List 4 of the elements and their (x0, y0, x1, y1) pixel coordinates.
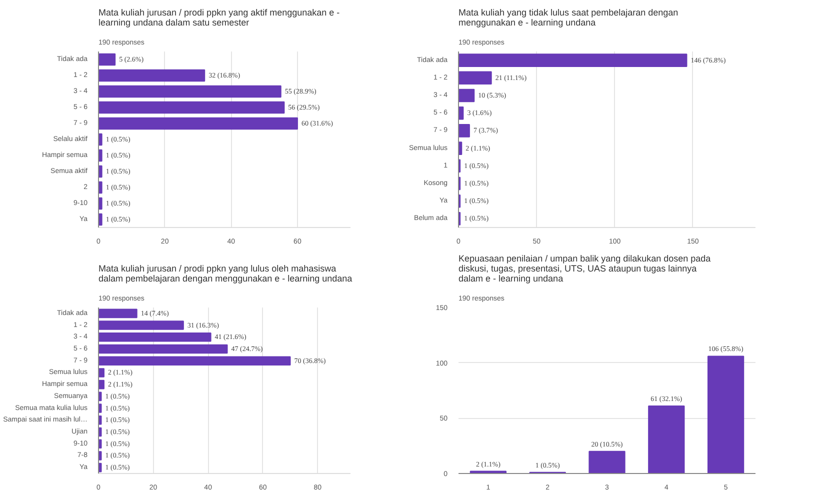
chart-title: Kepuasaan penilaian / umpan balik yang dilakukan dosen pada diskusi, tugas, presentasi, UTS, UAS ataupun tugas lainnya dalam e - learning undana (458, 254, 711, 284)
chart-title: Mata kuliah yang tidak lulus saat pembelajaran dengan menggunakan e - learning undana (458, 8, 678, 28)
chart-title: Mata kuliah jurusan / prodi ppkn yang lulus oleh mahasiswa dalam pembelajaran dengan menggunakan e - learning undana (98, 264, 352, 284)
chart-title: Mata kuliah jurusan / prodi ppkn yang aktif menggunakan e - learning undana dalam satu semester (98, 8, 340, 28)
